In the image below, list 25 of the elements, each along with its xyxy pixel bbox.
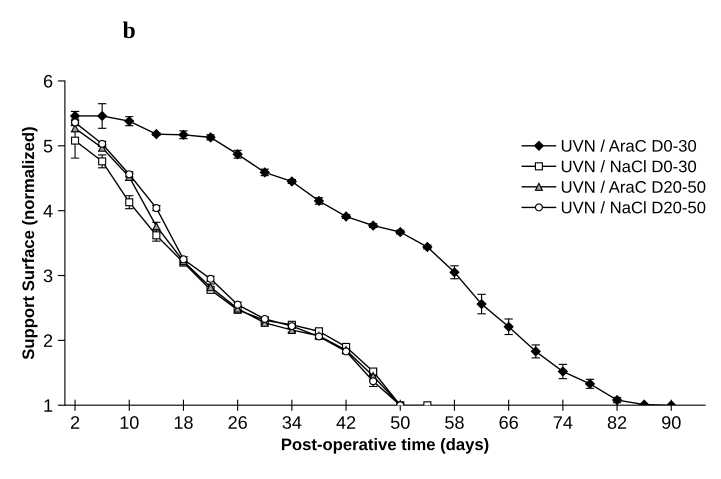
x-tick-label: 2 [70, 416, 80, 429]
x-tick-label: 18 [174, 416, 193, 429]
y-axis-title: Support Surface (normalized) [22, 127, 38, 360]
y-tick-label: 3 [44, 269, 52, 282]
legend-label: UVN / AraC D20-50 [562, 180, 706, 193]
y-tick-label: 4 [43, 204, 53, 218]
y-tick-label: 5 [44, 140, 52, 153]
x-tick-label: 74 [554, 416, 572, 429]
x-tick-label: 26 [228, 416, 247, 429]
y-tick-label: 2 [44, 334, 52, 347]
x-tick-label: 82 [608, 416, 626, 429]
legend-label: UVN / AraC D0-30 [562, 140, 696, 152]
x-tick-label: 10 [120, 416, 139, 429]
legend-label: UVN / NaCl D20-50 [562, 201, 706, 214]
y-tick-label: 6 [44, 74, 52, 88]
x-tick-label: 42 [336, 416, 356, 429]
x-tick-label: 58 [445, 416, 464, 429]
x-tick-label: 66 [500, 416, 518, 429]
x-tick-label: 34 [282, 416, 302, 429]
x-tick-label: 90 [662, 416, 681, 429]
y-tick-label: 1 [44, 399, 52, 412]
chart-title: b [122, 22, 135, 38]
x-tick-label: 50 [390, 416, 410, 429]
legend-label: UVN / NaCl D0-30 [562, 160, 696, 172]
x-axis-title: Post-operative time (days) [282, 438, 488, 454]
